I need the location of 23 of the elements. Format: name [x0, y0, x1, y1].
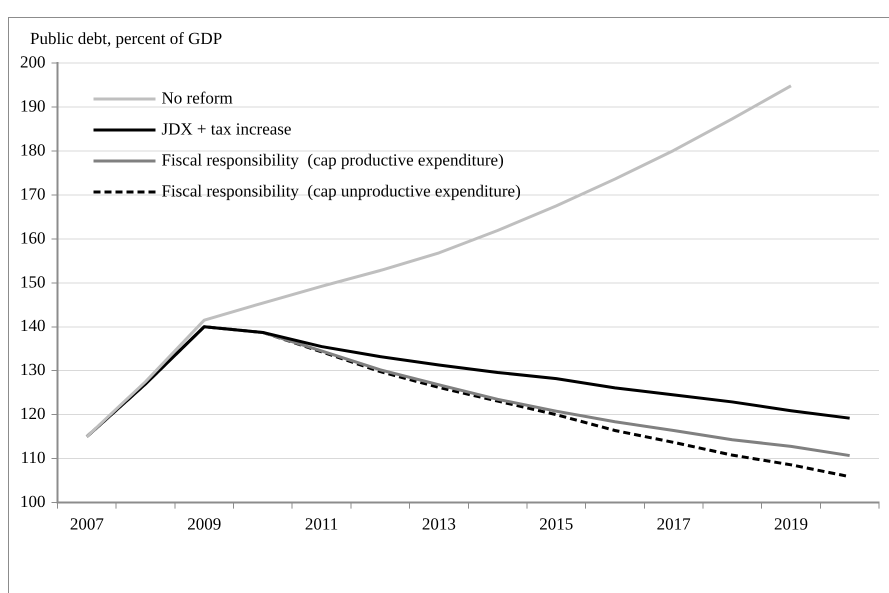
- legend-label: No reform: [162, 88, 233, 108]
- legend-label: Fiscal responsibility (cap productive expenditure): [162, 150, 504, 170]
- y-tick-label: 190: [20, 96, 46, 116]
- y-tick-label: 180: [20, 140, 46, 160]
- x-tick-label: 2017: [656, 514, 692, 534]
- x-tick-label: 2011: [304, 514, 338, 534]
- y-tick-label: 150: [20, 272, 46, 292]
- x-tick-label: 2019: [774, 514, 808, 534]
- x-tick-label: 2013: [422, 514, 456, 534]
- y-tick-label: 110: [20, 448, 46, 468]
- legend-label: Fiscal responsibility (cap unproductive expenditure): [162, 181, 521, 200]
- y-tick-label: 160: [20, 228, 46, 248]
- y-tick-label: 200: [20, 52, 46, 72]
- y-tick-label: 120: [20, 404, 46, 424]
- y-tick-label: 170: [20, 184, 46, 204]
- x-tick-label: 2009: [187, 514, 222, 534]
- y-axis-title: Public debt, percent of GDP: [30, 29, 222, 48]
- x-tick-label: 2007: [70, 514, 104, 534]
- y-tick-label: 130: [20, 360, 46, 380]
- legend-label: JDX + tax increase: [162, 119, 292, 138]
- y-tick-label: 140: [20, 316, 46, 336]
- y-tick-label: 100: [20, 492, 46, 512]
- x-tick-label: 2015: [539, 514, 574, 534]
